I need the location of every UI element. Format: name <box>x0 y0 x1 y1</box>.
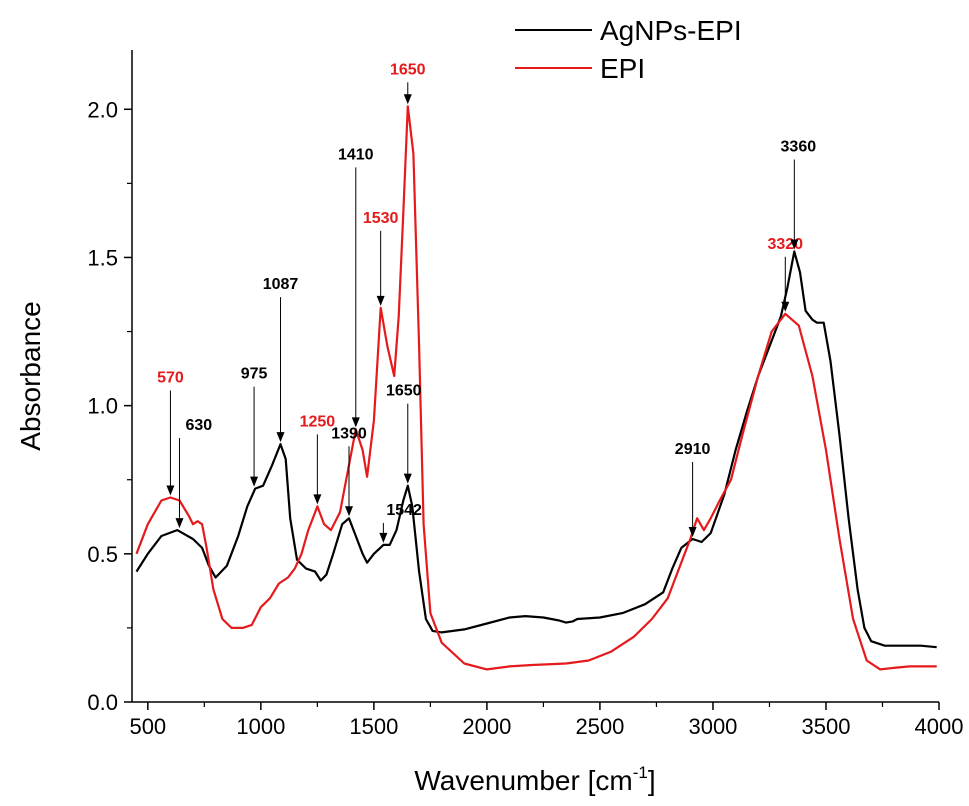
x-tick-label: 1000 <box>236 714 285 739</box>
x-ticks: 500 1000 1500 2000 2500 3000 3500 4000 <box>129 702 963 739</box>
legend-label-agnps-epi: AgNPs-EPI <box>600 15 742 46</box>
y-tick-label: 1.5 <box>87 245 118 270</box>
annotation-arrow-head <box>276 432 285 443</box>
x-tick-label: 1500 <box>349 714 398 739</box>
y-tick-label: 2.0 <box>87 97 118 122</box>
annotation-arrow-head <box>345 506 354 517</box>
annotation-label: 2910 <box>675 441 711 458</box>
y-axis-title: Absorbance <box>15 301 46 450</box>
series-line-agnps-epi <box>135 250 937 649</box>
legend-label-epi: EPI <box>600 53 645 84</box>
x-tick-label: 2500 <box>575 714 624 739</box>
x-axis-title: Wavenumber [cm-1] <box>414 763 655 796</box>
annotation-arrow-head <box>376 295 385 306</box>
annotation-arrow-head <box>403 473 412 484</box>
annotation-arrow-head <box>250 476 259 487</box>
annotation-label: 1087 <box>263 276 299 293</box>
annotation-label: 3320 <box>767 236 803 253</box>
annotation-arrow-head <box>166 485 175 496</box>
annotation-arrow-head <box>175 518 184 529</box>
annotation-arrow-head <box>351 417 360 428</box>
annotation-label: 975 <box>241 366 268 383</box>
axes <box>131 50 939 703</box>
annotation-arrow-head <box>790 239 799 250</box>
x-tick-label: 4000 <box>915 714 964 739</box>
series-lines <box>135 105 937 671</box>
annotation-arrow-head <box>403 94 412 105</box>
annotation-label: 1250 <box>300 413 336 430</box>
annotation-label: 1650 <box>390 61 426 78</box>
annotation-arrow-head <box>313 494 322 505</box>
annotation-arrow-head <box>379 532 388 543</box>
y-tick-label: 0.5 <box>87 542 118 567</box>
annotation-label: 570 <box>157 370 184 387</box>
x-tick-label: 500 <box>129 714 166 739</box>
series-line-epi <box>135 105 937 671</box>
y-tick-label: 0.0 <box>87 690 118 715</box>
annotation-arrow-head <box>781 301 790 312</box>
legend: AgNPs-EPI EPI <box>515 15 742 84</box>
annotation-label: 1410 <box>338 146 374 163</box>
x-tick-label: 3500 <box>801 714 850 739</box>
annotation-label: 1530 <box>363 210 399 227</box>
annotation-arrow-head <box>688 527 697 537</box>
annotation-label: 3360 <box>781 139 817 156</box>
x-tick-label: 2000 <box>462 714 511 739</box>
x-tick-label: 3000 <box>688 714 737 739</box>
annotation-label: 1390 <box>331 425 367 442</box>
annotation-label: 1542 <box>386 502 422 519</box>
annotation-label: 630 <box>185 417 212 434</box>
y-tick-label: 1.0 <box>87 394 118 419</box>
annotation-label: 1650 <box>386 383 422 400</box>
y-ticks: 0.0 0.5 1.0 1.5 2.0 <box>87 97 132 715</box>
